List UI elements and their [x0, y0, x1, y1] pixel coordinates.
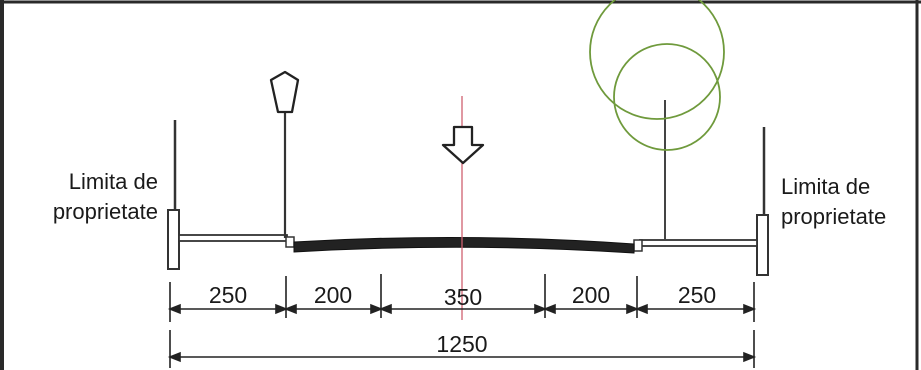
left-property-post	[167, 120, 180, 270]
dim-total-width: 1250	[436, 331, 487, 357]
dim-sidewalk-right: 250	[678, 282, 716, 308]
right-label-line1: Limita de	[781, 174, 871, 199]
left-curb	[285, 236, 295, 248]
left-sidewalk	[178, 234, 288, 242]
street-lamp-icon	[269, 70, 300, 238]
tree-icon	[589, 0, 725, 240]
left-label-line1: Limita de	[68, 169, 158, 194]
dim-sidewalk-left: 250	[209, 282, 247, 308]
carriageway	[293, 236, 635, 254]
right-sidewalk	[639, 239, 758, 247]
left-property-label: Limita de proprietate	[40, 167, 158, 227]
right-curb	[633, 239, 643, 252]
right-property-label: Limita de proprietate	[781, 172, 886, 232]
dimension-chain	[167, 274, 757, 368]
dim-verge-left: 200	[314, 282, 352, 308]
dim-carriageway: 350	[444, 284, 482, 310]
right-label-line2: proprietate	[781, 204, 887, 229]
dim-verge-right: 200	[572, 282, 610, 308]
direction-arrow-icon	[441, 125, 485, 165]
right-property-post	[756, 127, 769, 276]
left-label-line2: proprietate	[52, 199, 158, 224]
